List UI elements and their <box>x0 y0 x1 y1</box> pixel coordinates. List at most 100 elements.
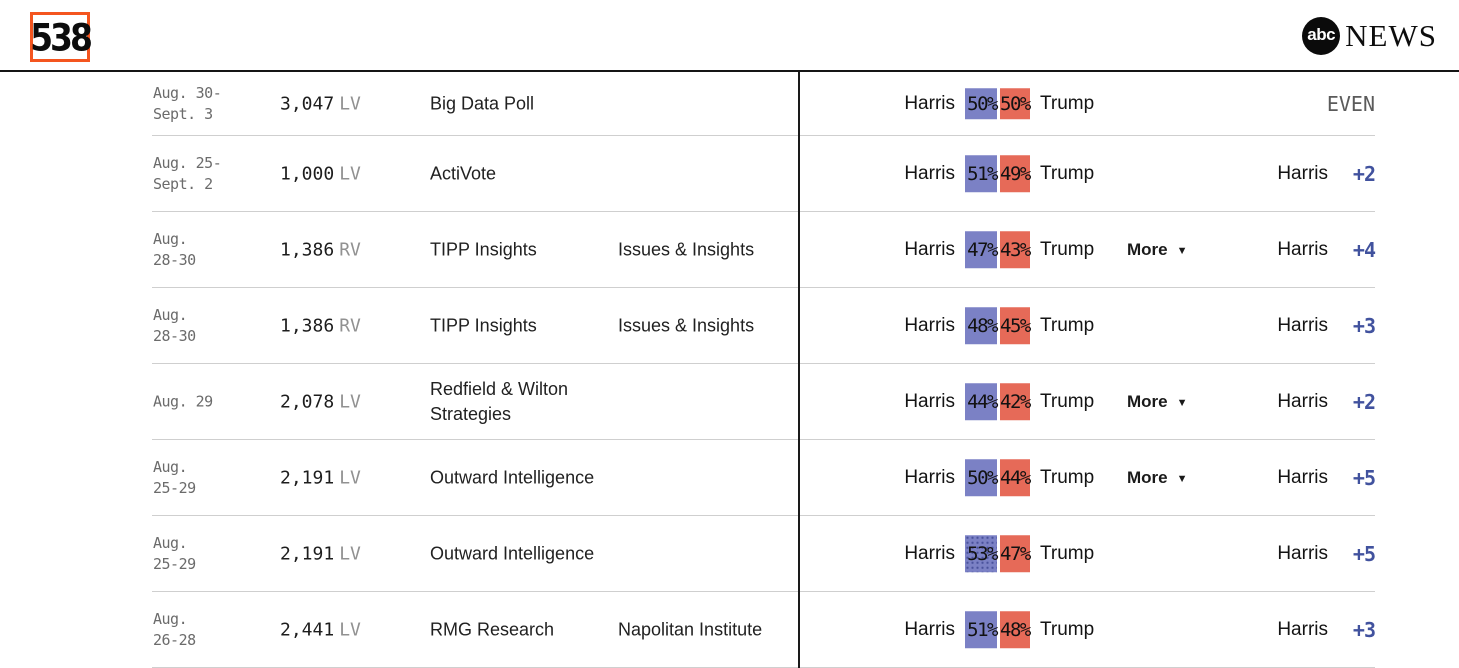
chevron-down-icon: ▼ <box>1176 244 1188 257</box>
more-button-label: More <box>1127 391 1168 411</box>
harris-bar <box>965 154 997 193</box>
result-value: +2 <box>1352 389 1376 414</box>
trump-bar <box>1000 306 1030 345</box>
pollster-link[interactable]: TIPP Insights <box>430 315 537 335</box>
logo-538-text: 538 <box>30 15 93 59</box>
sample-size: 1,000 LV <box>280 163 361 184</box>
harris-bar <box>965 382 997 421</box>
sponsor-label: Issues & Insights <box>618 239 755 259</box>
harris-bar <box>965 610 997 649</box>
trump-percentage: 43% <box>1000 238 1031 261</box>
table-column-divider <box>798 72 800 668</box>
result-leader-label: Harris <box>1277 542 1328 564</box>
trump-label: Trump <box>1040 466 1095 488</box>
abc-news-logo[interactable]: abc NEWS <box>1302 17 1437 55</box>
sample-type-label: LV <box>339 391 361 412</box>
polls-table: Aug. 30- Sept. 3 3,047 LV Big Data Poll H… <box>152 72 1376 668</box>
trump-label: Trump <box>1040 238 1095 260</box>
sample-size-number: 2,191 <box>280 467 335 488</box>
harris-bar <box>965 534 997 573</box>
sample-size: 2,191 LV <box>280 543 361 564</box>
table-row: Aug. 25-29 2,191 LV Outward Intelligence … <box>152 516 1376 592</box>
sponsor-label: Issues & Insights <box>618 315 755 335</box>
sample-size: 2,078 LV <box>280 391 361 412</box>
result-value: +3 <box>1352 617 1376 642</box>
table-row: Aug. 26-28 2,441 LV RMG Research Napolita… <box>152 592 1376 668</box>
trump-label: Trump <box>1040 162 1095 184</box>
harris-label: Harris <box>904 542 955 564</box>
harris-percentage: 51% <box>967 618 998 641</box>
more-button-label: More <box>1127 467 1168 487</box>
harris-percentage: 48% <box>967 314 998 337</box>
table-row: Aug. 28-30 1,386 RV TIPP Insights Issues … <box>152 288 1376 364</box>
chevron-down-icon: ▼ <box>1176 472 1188 485</box>
more-button-label: More <box>1127 239 1168 259</box>
trump-percentage: 42% <box>1000 390 1031 413</box>
sample-type-label: RV <box>339 239 361 260</box>
sponsor-label: Napolitan Institute <box>618 619 763 639</box>
trump-bar <box>1000 154 1030 193</box>
harris-label: Harris <box>904 162 955 184</box>
poll-dates: Aug. 25-29 <box>153 533 196 573</box>
pollster-link[interactable]: ActiVote <box>430 163 497 183</box>
sample-type-label: RV <box>339 315 361 336</box>
more-button[interactable]: More ▼ <box>1127 240 1188 260</box>
sample-size-number: 1,000 <box>280 163 335 184</box>
table-row: Aug. 30- Sept. 3 3,047 LV Big Data Poll H… <box>152 72 1375 136</box>
sample-size: 1,386 RV <box>280 239 361 260</box>
result-value: +5 <box>1352 465 1376 490</box>
more-button[interactable]: More ▼ <box>1127 392 1188 412</box>
sample-type-label: LV <box>339 467 361 488</box>
trump-label: Trump <box>1040 92 1095 114</box>
sample-size: 3,047 LV <box>280 93 361 114</box>
harris-percentage: 47% <box>967 238 998 261</box>
result-leader-label: Harris <box>1277 618 1328 640</box>
pollster-link[interactable]: Redfield & Wilton Strategies <box>430 378 569 424</box>
harris-bar <box>965 306 997 345</box>
harris-percentage: 50% <box>967 466 998 489</box>
result-leader-label: Harris <box>1277 238 1328 260</box>
harris-label: Harris <box>904 618 955 640</box>
trump-label: Trump <box>1040 618 1095 640</box>
harris-percentage: 44% <box>967 390 998 413</box>
pollster-link[interactable]: Outward Intelligence <box>430 543 595 563</box>
pollster-link[interactable]: Big Data Poll <box>430 93 535 113</box>
harris-percentage: 50% <box>967 92 998 115</box>
table-row: Aug. 25- Sept. 2 1,000 LV ActiVote Harris… <box>152 136 1376 212</box>
harris-percentage: 53% <box>967 542 998 565</box>
sample-size-number: 1,386 <box>280 315 335 336</box>
harris-label: Harris <box>904 466 955 488</box>
trump-label: Trump <box>1040 542 1095 564</box>
sample-size: 2,441 LV <box>280 619 361 640</box>
poll-dates: Aug. 29 <box>153 392 213 410</box>
result-leader-label: Harris <box>1277 466 1328 488</box>
poll-dates: Aug. 28-30 <box>153 305 196 345</box>
trump-percentage: 48% <box>1000 618 1031 641</box>
sample-size-number: 1,386 <box>280 239 335 260</box>
sample-type-label: LV <box>339 93 361 114</box>
pollster-link[interactable]: TIPP Insights <box>430 239 537 259</box>
harris-label: Harris <box>904 92 955 114</box>
sample-size-number: 2,078 <box>280 391 335 412</box>
trump-bar <box>1000 458 1030 497</box>
result-value: +5 <box>1352 541 1376 566</box>
result-value: +4 <box>1352 237 1376 262</box>
trump-percentage: 50% <box>1000 92 1031 115</box>
result-leader-label: Harris <box>1277 162 1328 184</box>
harris-bar <box>965 458 997 497</box>
sample-size-number: 2,441 <box>280 619 335 640</box>
harris-label: Harris <box>904 390 955 412</box>
abc-circle-icon: abc <box>1302 17 1341 55</box>
trump-bar <box>1000 230 1030 269</box>
sample-type-label: LV <box>339 163 361 184</box>
sample-type-label: LV <box>339 619 361 640</box>
pollster-link[interactable]: RMG Research <box>430 619 555 639</box>
abc-news-wordmark: NEWS <box>1345 18 1437 53</box>
more-button[interactable]: More ▼ <box>1127 468 1188 488</box>
fivethirtyeight-logo[interactable]: 538 <box>30 12 93 62</box>
sample-type-label: LV <box>339 543 361 564</box>
pollster-link[interactable]: Outward Intelligence <box>430 467 595 487</box>
sample-size: 2,191 LV <box>280 467 361 488</box>
poll-dates: Aug. 25- Sept. 2 <box>153 153 222 193</box>
trump-percentage: 45% <box>1000 314 1031 337</box>
